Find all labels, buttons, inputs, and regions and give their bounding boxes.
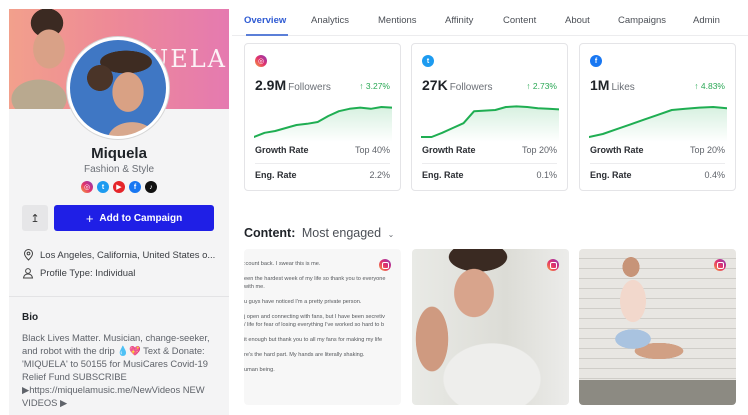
growth-percent: ↑ 2.73% (526, 81, 557, 91)
location-pin-icon (22, 249, 34, 261)
plus-icon: + (85, 210, 94, 226)
likes-trend-chart (589, 106, 727, 142)
card-divider (422, 163, 557, 164)
profile-type-text: Profile Type: Individual (40, 267, 136, 279)
profile-type-row: Profile Type: Individual (22, 267, 135, 279)
instagram-icon (547, 259, 559, 271)
card-divider (590, 163, 725, 164)
facebook-stat-card[interactable]: f 1M Likes ↑ 4.83% Growth Rate Top 20% Eng… (579, 43, 736, 191)
tab-mentions[interactable]: Mentions (378, 15, 417, 26)
twitter-icon[interactable]: t (97, 181, 109, 193)
active-tab-indicator (246, 34, 288, 36)
facebook-icon: f (590, 55, 602, 67)
instagram-stat-card[interactable]: ◎ 2.9M Followers ↑ 3.27% Growth Rate Top 4… (244, 43, 401, 191)
tab-analytics[interactable]: Analytics (311, 15, 350, 26)
chevron-down-icon: ⌄ (387, 230, 395, 239)
tab-campaigns[interactable]: Campaigns (618, 15, 667, 26)
growth-percent: ↑ 4.83% (694, 81, 725, 91)
user-icon (22, 267, 34, 279)
growth-rate-row: Growth Rate Top 40% (255, 145, 390, 155)
facebook-icon[interactable]: f (129, 181, 141, 193)
profile-name: Miquela (91, 145, 147, 162)
follower-count: 2.9M Followers (255, 77, 331, 93)
share-button[interactable]: ↥ (22, 205, 48, 231)
follower-trend-chart (421, 105, 559, 142)
profile-category: Fashion & Style (83, 164, 155, 175)
tab-admin[interactable]: Admin (693, 15, 720, 26)
eng-rate-row: Eng. Rate 0.1% (422, 170, 557, 180)
upload-icon: ↥ (30, 212, 40, 225)
sidebar-divider (9, 296, 229, 297)
content-post[interactable]: :count back. I swear this is me. een the… (244, 249, 401, 405)
profile-tabs: Overview Analytics Mentions Affinity Con… (232, 0, 748, 36)
location-row: Los Angeles, California, United States o… (22, 249, 215, 261)
growth-rate-row: Growth Rate Top 20% (422, 145, 557, 155)
post-text: :count back. I swear this is me. een the… (244, 261, 386, 374)
content-post[interactable] (412, 249, 569, 405)
bio-text: Black Lives Matter. Musician, change-see… (22, 332, 210, 408)
tab-overview[interactable]: Overview (244, 15, 287, 26)
eng-rate-row: Eng. Rate 0.4% (590, 170, 725, 180)
follower-count: 27K Followers (422, 77, 493, 93)
content-sort-value: Most engaged (301, 226, 382, 240)
bio-title: Bio (22, 312, 39, 323)
location-text: Los Angeles, California, United States o… (40, 249, 216, 261)
twitter-stat-card[interactable]: t 27K Followers ↑ 2.73% Growth Rate Top 20… (411, 43, 568, 191)
instagram-icon (379, 259, 391, 271)
tab-content[interactable]: Content (503, 15, 537, 26)
instagram-icon[interactable]: ◎ (81, 181, 93, 193)
instagram-icon: ◎ (255, 55, 267, 67)
growth-percent: ↑ 3.27% (359, 81, 390, 91)
instagram-icon (714, 259, 726, 271)
content-label: Content: (244, 226, 296, 240)
add-to-campaign-label: Add to Campaign (99, 212, 183, 224)
content-post[interactable] (579, 249, 736, 405)
avatar[interactable] (67, 37, 169, 139)
youtube-icon[interactable]: ▶ (113, 181, 125, 193)
tab-affinity[interactable]: Affinity (445, 15, 474, 26)
card-divider (255, 163, 390, 164)
tiktok-icon[interactable]: ♪ (145, 181, 157, 193)
eng-rate-row: Eng. Rate 2.2% (255, 170, 390, 180)
social-links: ◎ t ▶ f ♪ (9, 181, 229, 193)
content-header: Content: Most engaged ⌄ (244, 226, 394, 240)
likes-count: 1M Likes (590, 77, 635, 93)
tab-about[interactable]: About (565, 15, 590, 26)
add-to-campaign-button[interactable]: + Add to Campaign (54, 205, 214, 231)
twitter-icon: t (422, 55, 434, 67)
growth-rate-row: Growth Rate Top 20% (590, 145, 725, 155)
content-sort-dropdown[interactable]: Most engaged ⌄ (299, 226, 394, 240)
profile-sidebar: QUELA Miquela Fashion & Style ◎ t ▶ f ♪ … (9, 9, 229, 415)
follower-trend-chart (254, 106, 392, 142)
